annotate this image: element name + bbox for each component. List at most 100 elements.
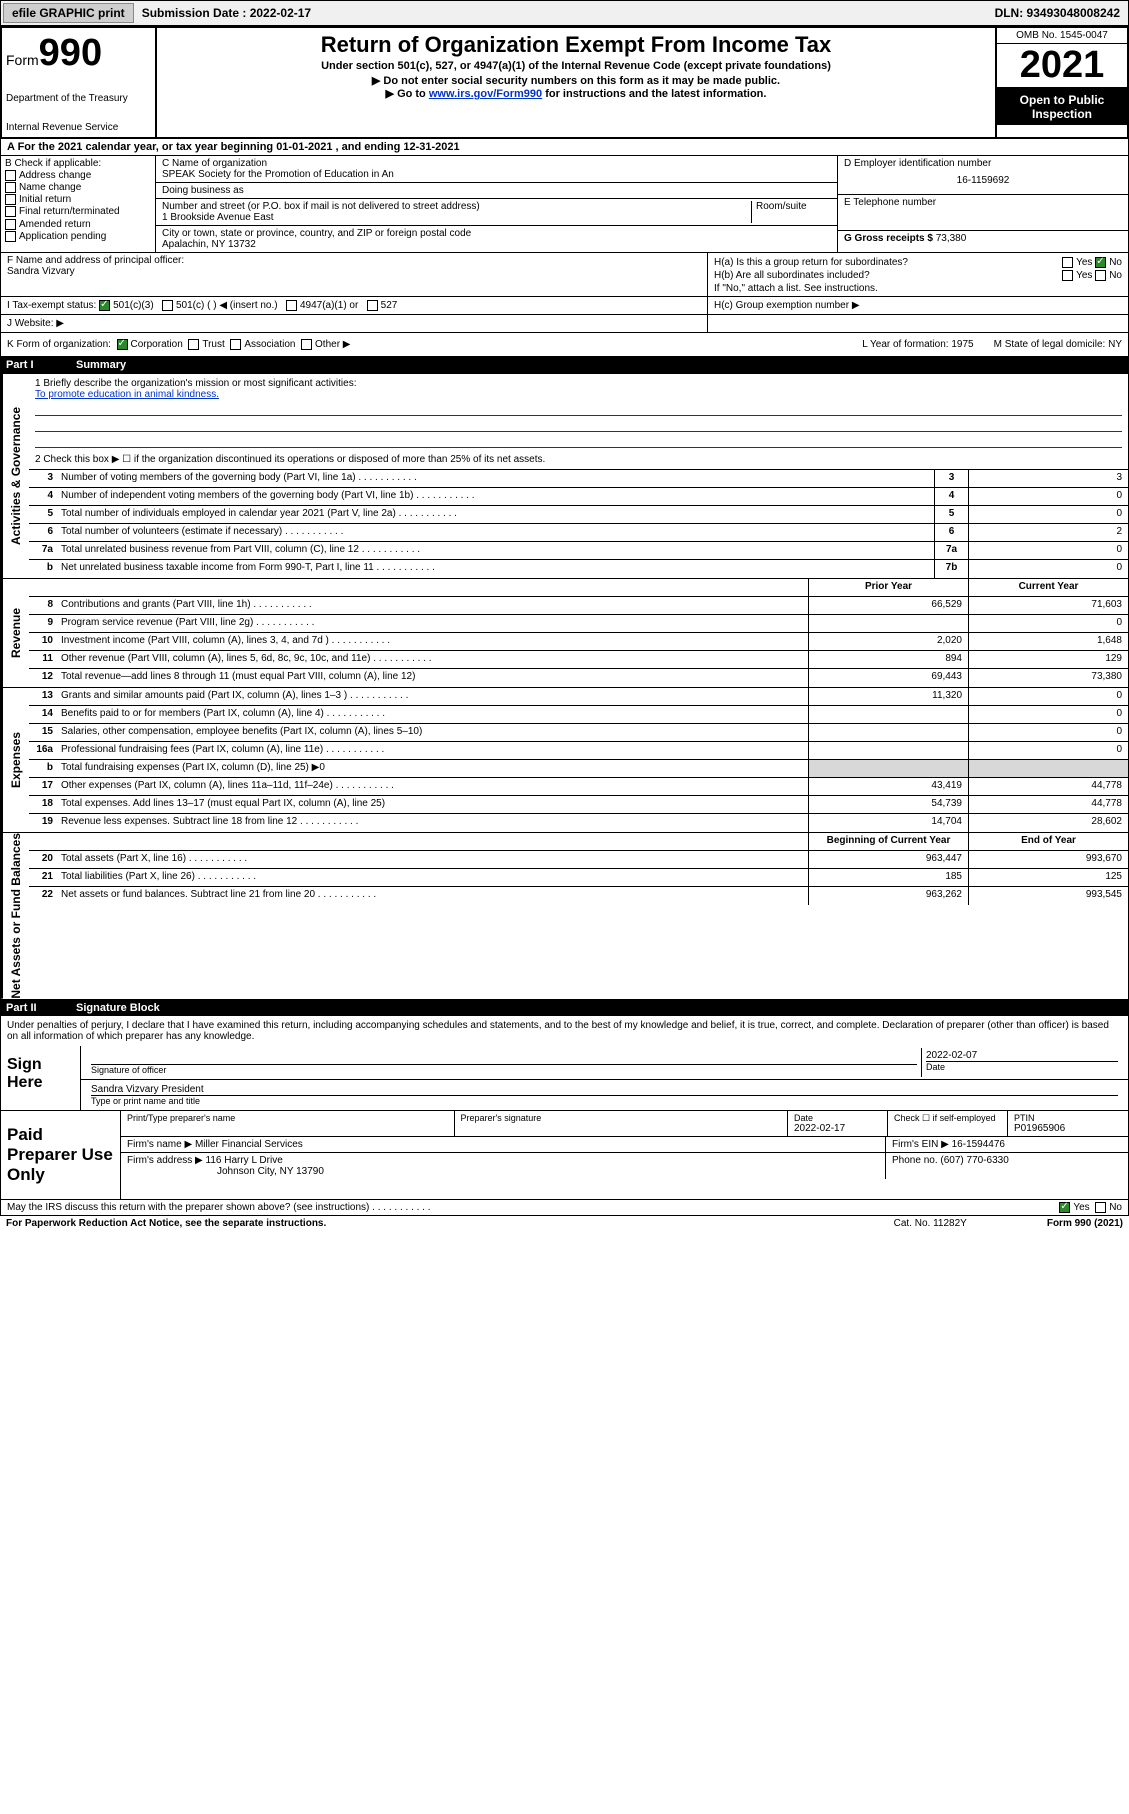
row-i: I Tax-exempt status: 501(c)(3) 501(c) ( … bbox=[0, 297, 1129, 315]
ha-label: H(a) Is this a group return for subordin… bbox=[714, 257, 908, 268]
checkbox-icon[interactable] bbox=[5, 206, 16, 217]
checkbox-icon[interactable] bbox=[367, 300, 378, 311]
ein-value: 16-1159692 bbox=[844, 169, 1122, 192]
b-name-change[interactable]: Name change bbox=[5, 182, 151, 193]
governance-section: Activities & Governance 1 Briefly descri… bbox=[0, 373, 1129, 579]
cat-no: Cat. No. 11282Y bbox=[894, 1218, 967, 1229]
checkbox-icon[interactable] bbox=[5, 231, 16, 242]
sig-officer-cell: Signature of officer bbox=[87, 1048, 922, 1077]
line-10: 10Investment income (Part VIII, column (… bbox=[29, 633, 1128, 651]
checkbox-icon[interactable] bbox=[5, 170, 16, 181]
checkbox-icon[interactable] bbox=[1095, 1202, 1106, 1213]
checkbox-icon[interactable] bbox=[1059, 1202, 1070, 1213]
paid-row-2: Firm's name ▶ Miller Financial Services … bbox=[121, 1137, 1128, 1153]
bottom-line: For Paperwork Reduction Act Notice, see … bbox=[0, 1216, 1129, 1231]
checkbox-icon[interactable] bbox=[230, 339, 241, 350]
checkbox-icon[interactable] bbox=[5, 182, 16, 193]
mission-link[interactable]: To promote education in animal kindness. bbox=[35, 389, 219, 400]
form-header-right: OMB No. 1545-0047 2021 Open to Public In… bbox=[997, 28, 1127, 137]
line-16b: bTotal fundraising expenses (Part IX, co… bbox=[29, 760, 1128, 778]
b-final-return[interactable]: Final return/terminated bbox=[5, 206, 151, 217]
line-4: 4Number of independent voting members of… bbox=[29, 488, 1128, 506]
mission-q: 1 Briefly describe the organization's mi… bbox=[35, 378, 1122, 389]
dba-row: Doing business as bbox=[156, 183, 837, 199]
efile-button[interactable]: efile GRAPHIC print bbox=[3, 3, 134, 23]
tax-year: 2021 bbox=[997, 44, 1127, 89]
part2-title: Signature Block bbox=[76, 1002, 160, 1014]
line-22: 22Net assets or fund balances. Subtract … bbox=[29, 887, 1128, 905]
city-label: City or town, state or province, country… bbox=[162, 228, 831, 239]
form-subtitle-2: ▶ Do not enter social security numbers o… bbox=[163, 74, 989, 87]
line-14: 14Benefits paid to or for members (Part … bbox=[29, 706, 1128, 724]
box-b: B Check if applicable: Address change Na… bbox=[1, 156, 156, 252]
b-address-change[interactable]: Address change bbox=[5, 170, 151, 181]
city-row: City or town, state or province, country… bbox=[156, 226, 837, 252]
phone-value bbox=[844, 208, 1122, 228]
form-ref: Form 990 (2021) bbox=[1047, 1218, 1123, 1229]
checkbox-icon[interactable] bbox=[162, 300, 173, 311]
checkbox-icon[interactable] bbox=[5, 194, 16, 205]
form-header-center: Return of Organization Exempt From Incom… bbox=[157, 28, 997, 137]
line-7a: 7aTotal unrelated business revenue from … bbox=[29, 542, 1128, 560]
b-amended[interactable]: Amended return bbox=[5, 219, 151, 230]
firm-phone-cell: Phone no. (607) 770-6330 bbox=[886, 1153, 1128, 1179]
l-year-formation: L Year of formation: 1975 bbox=[862, 339, 973, 350]
line-5: 5Total number of individuals employed in… bbox=[29, 506, 1128, 524]
addr-value: 1 Brookside Avenue East bbox=[162, 212, 751, 223]
line-19: 19Revenue less expenses. Subtract line 1… bbox=[29, 814, 1128, 832]
checkbox-icon[interactable] bbox=[286, 300, 297, 311]
gross-label: G Gross receipts $ bbox=[844, 233, 933, 244]
room-suite: Room/suite bbox=[751, 201, 831, 223]
checkbox-icon[interactable] bbox=[1095, 270, 1106, 281]
block-fh: F Name and address of principal officer:… bbox=[0, 253, 1129, 297]
form-number: 990 bbox=[39, 32, 102, 74]
pra-notice: For Paperwork Reduction Act Notice, see … bbox=[6, 1218, 326, 1229]
officer-label: F Name and address of principal officer: bbox=[7, 255, 701, 266]
expenses-section: Expenses 13Grants and similar amounts pa… bbox=[0, 688, 1129, 833]
ein-row: D Employer identification number 16-1159… bbox=[838, 156, 1128, 195]
net-header: Beginning of Current YearEnd of Year bbox=[29, 833, 1128, 851]
line-17: 17Other expenses (Part IX, column (A), l… bbox=[29, 778, 1128, 796]
form990-link[interactable]: www.irs.gov/Form990 bbox=[429, 88, 542, 100]
line-7b: bNet unrelated business taxable income f… bbox=[29, 560, 1128, 578]
line-8: 8Contributions and grants (Part VIII, li… bbox=[29, 597, 1128, 615]
form-header: Form990 Department of the Treasury Inter… bbox=[0, 26, 1129, 139]
b-initial-return[interactable]: Initial return bbox=[5, 194, 151, 205]
part1-header: Part I Summary bbox=[0, 357, 1129, 373]
box-b-label: B Check if applicable: bbox=[5, 158, 151, 169]
box-h: H(a) Is this a group return for subordin… bbox=[708, 253, 1128, 296]
rev-side-label: Revenue bbox=[1, 579, 29, 687]
website-row: J Website: ▶ bbox=[1, 315, 708, 332]
form-word: Form bbox=[6, 52, 39, 68]
form-title: Return of Organization Exempt From Incom… bbox=[163, 32, 989, 58]
checkbox-icon[interactable] bbox=[1062, 257, 1073, 268]
paid-preparer-block: Paid Preparer Use Only Print/Type prepar… bbox=[0, 1111, 1129, 1200]
prep-name-cell: Print/Type preparer's name bbox=[121, 1111, 455, 1136]
gross-receipts-row: G Gross receipts $ 73,380 bbox=[838, 231, 1128, 246]
checkbox-icon[interactable] bbox=[188, 339, 199, 350]
checkbox-icon[interactable] bbox=[117, 339, 128, 350]
prep-date-cell: Date2022-02-17 bbox=[788, 1111, 888, 1136]
netassets-section: Net Assets or Fund Balances Beginning of… bbox=[0, 833, 1129, 1000]
checkbox-icon[interactable] bbox=[1095, 257, 1106, 268]
paid-row-3: Firm's address ▶ 116 Harry L Drive Johns… bbox=[121, 1153, 1128, 1179]
checkbox-icon[interactable] bbox=[99, 300, 110, 311]
line-11: 11Other revenue (Part VIII, column (A), … bbox=[29, 651, 1128, 669]
form-header-left: Form990 Department of the Treasury Inter… bbox=[2, 28, 157, 137]
hb-label: H(b) Are all subordinates included? bbox=[714, 270, 870, 281]
submission-label: Submission Date : 2022-02-17 bbox=[136, 4, 317, 22]
line-6: 6Total number of volunteers (estimate if… bbox=[29, 524, 1128, 542]
checkbox-icon[interactable] bbox=[5, 219, 16, 230]
gov-side-label: Activities & Governance bbox=[1, 374, 29, 578]
i-label: I Tax-exempt status: bbox=[7, 300, 96, 311]
firm-addr-cell: Firm's address ▶ 116 Harry L Drive Johns… bbox=[121, 1153, 886, 1179]
firm-name-cell: Firm's name ▶ Miller Financial Services bbox=[121, 1137, 886, 1152]
checkbox-icon[interactable] bbox=[1062, 270, 1073, 281]
discuss-row: May the IRS discuss this return with the… bbox=[0, 1200, 1129, 1216]
mission-block: 1 Briefly describe the organization's mi… bbox=[29, 374, 1128, 470]
sub3-post: for instructions and the latest informat… bbox=[542, 88, 766, 100]
checkbox-icon[interactable] bbox=[301, 339, 312, 350]
b-app-pending[interactable]: Application pending bbox=[5, 231, 151, 242]
address-row: Number and street (or P.O. box if mail i… bbox=[156, 199, 837, 226]
omb-number: OMB No. 1545-0047 bbox=[997, 28, 1127, 44]
